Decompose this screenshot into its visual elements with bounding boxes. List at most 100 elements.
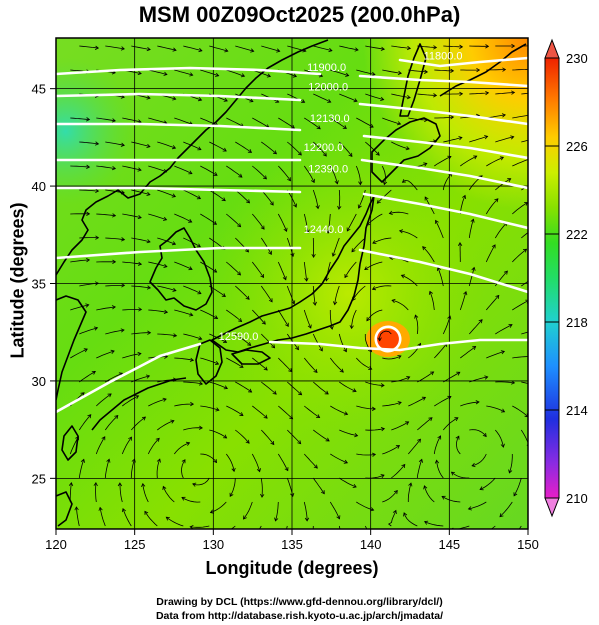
streamline: [399, 230, 418, 239]
streamline-arrowhead: [331, 252, 336, 257]
streamline: [442, 417, 459, 431]
streamline: [456, 436, 461, 455]
streamline-arrowhead: [147, 330, 152, 335]
streamline-arrowhead: [146, 95, 151, 100]
y-tick-label: 25: [32, 471, 46, 486]
streamline-arrowhead: [120, 46, 125, 51]
streamline-arrowhead: [375, 151, 380, 156]
streamline-arrowhead: [401, 463, 406, 469]
streamline: [434, 156, 452, 167]
streamline: [226, 165, 243, 178]
streamline-arrowhead: [382, 180, 388, 186]
streamline: [230, 525, 236, 529]
contour-label: 12130.0: [310, 113, 350, 125]
streamline: [105, 285, 125, 287]
streamline-arrowhead: [172, 287, 177, 292]
streamline: [313, 93, 331, 103]
streamline-arrowhead: [433, 45, 438, 50]
streamline: [312, 285, 316, 306]
streamline-arrowhead: [248, 388, 253, 393]
streamline-arrowhead: [284, 467, 289, 472]
streamline-arrowhead: [434, 459, 440, 464]
streamline: [312, 189, 319, 209]
streamline-arrowhead: [332, 301, 338, 306]
streamline: [366, 309, 383, 321]
streamline: [486, 351, 505, 359]
streamline: [287, 93, 305, 103]
streamline: [356, 501, 374, 511]
streamline: [183, 141, 202, 150]
streamline-arrowhead: [249, 98, 254, 103]
contour-12440b: [358, 248, 528, 294]
streamline-arrowhead: [327, 98, 332, 103]
streamline: [157, 141, 176, 149]
streamline: [286, 285, 295, 305]
streamline-arrowhead: [500, 350, 506, 355]
streamline: [260, 237, 272, 255]
streamline-arrowhead: [380, 474, 385, 479]
streamline: [252, 165, 267, 180]
streamline-arrowhead: [163, 71, 168, 76]
streamline-arrowhead: [422, 246, 427, 251]
streamline: [277, 309, 289, 327]
streamline-arrowhead: [339, 368, 344, 373]
streamline-arrowhead: [467, 506, 472, 511]
streamline: [416, 459, 423, 479]
streamline-arrowhead: [441, 495, 446, 500]
streamline: [433, 435, 441, 455]
streamline-arrowhead: [213, 459, 218, 464]
streamline: [96, 117, 116, 122]
streamline: [521, 92, 528, 95]
streamline-arrowhead: [319, 347, 323, 352]
x-tick-label: 140: [360, 537, 382, 552]
streamline: [200, 69, 219, 77]
streamline-arrowhead: [162, 485, 167, 490]
streamline: [485, 244, 496, 263]
streamline-arrowhead: [471, 462, 476, 468]
streamline: [174, 309, 193, 316]
streamline-arrowhead: [423, 485, 428, 490]
streamline-arrowhead: [250, 48, 255, 53]
streamline-arrowhead: [87, 414, 92, 419]
streamline-arrowhead: [433, 93, 438, 98]
coastline-russia-coast: [439, 43, 527, 97]
streamline: [303, 357, 318, 373]
streamline-arrowhead: [272, 390, 277, 395]
streamline-arrowhead: [397, 401, 402, 406]
streamline: [325, 261, 331, 281]
streamline: [372, 285, 392, 290]
streamline-arrowhead: [93, 326, 99, 331]
coastline-honshu: [211, 195, 375, 353]
streamline-arrowhead: [181, 459, 186, 464]
streamline: [513, 477, 522, 496]
streamline-arrowhead: [484, 135, 489, 140]
streamline-arrowhead: [511, 380, 516, 385]
streamline-arrowhead: [189, 524, 194, 529]
streamline: [226, 405, 244, 416]
streamline-arrowhead: [354, 433, 359, 438]
streamline-arrowhead: [400, 274, 406, 279]
coastline-taiwan: [61, 425, 79, 461]
streamline: [200, 357, 219, 365]
streamline: [243, 501, 253, 520]
contour-12000: [56, 92, 302, 102]
streamline-arrowhead: [511, 90, 516, 95]
streamline: [391, 464, 406, 479]
streamline: [313, 141, 327, 157]
streamline-arrowhead: [485, 44, 490, 49]
streamline: [365, 45, 385, 50]
streamline: [339, 429, 358, 437]
streamline: [287, 141, 302, 156]
streamline: [352, 285, 366, 301]
streamline: [468, 219, 474, 239]
streamline-arrowhead: [144, 510, 149, 515]
streamline-arrowhead: [189, 72, 194, 77]
streamline-arrowhead: [185, 441, 191, 446]
streamline-arrowhead: [137, 167, 142, 172]
streamline: [327, 213, 331, 234]
streamline: [329, 501, 340, 519]
streamline: [76, 506, 80, 527]
streamline: [356, 357, 372, 370]
streamline: [494, 222, 508, 239]
streamline: [277, 453, 289, 471]
